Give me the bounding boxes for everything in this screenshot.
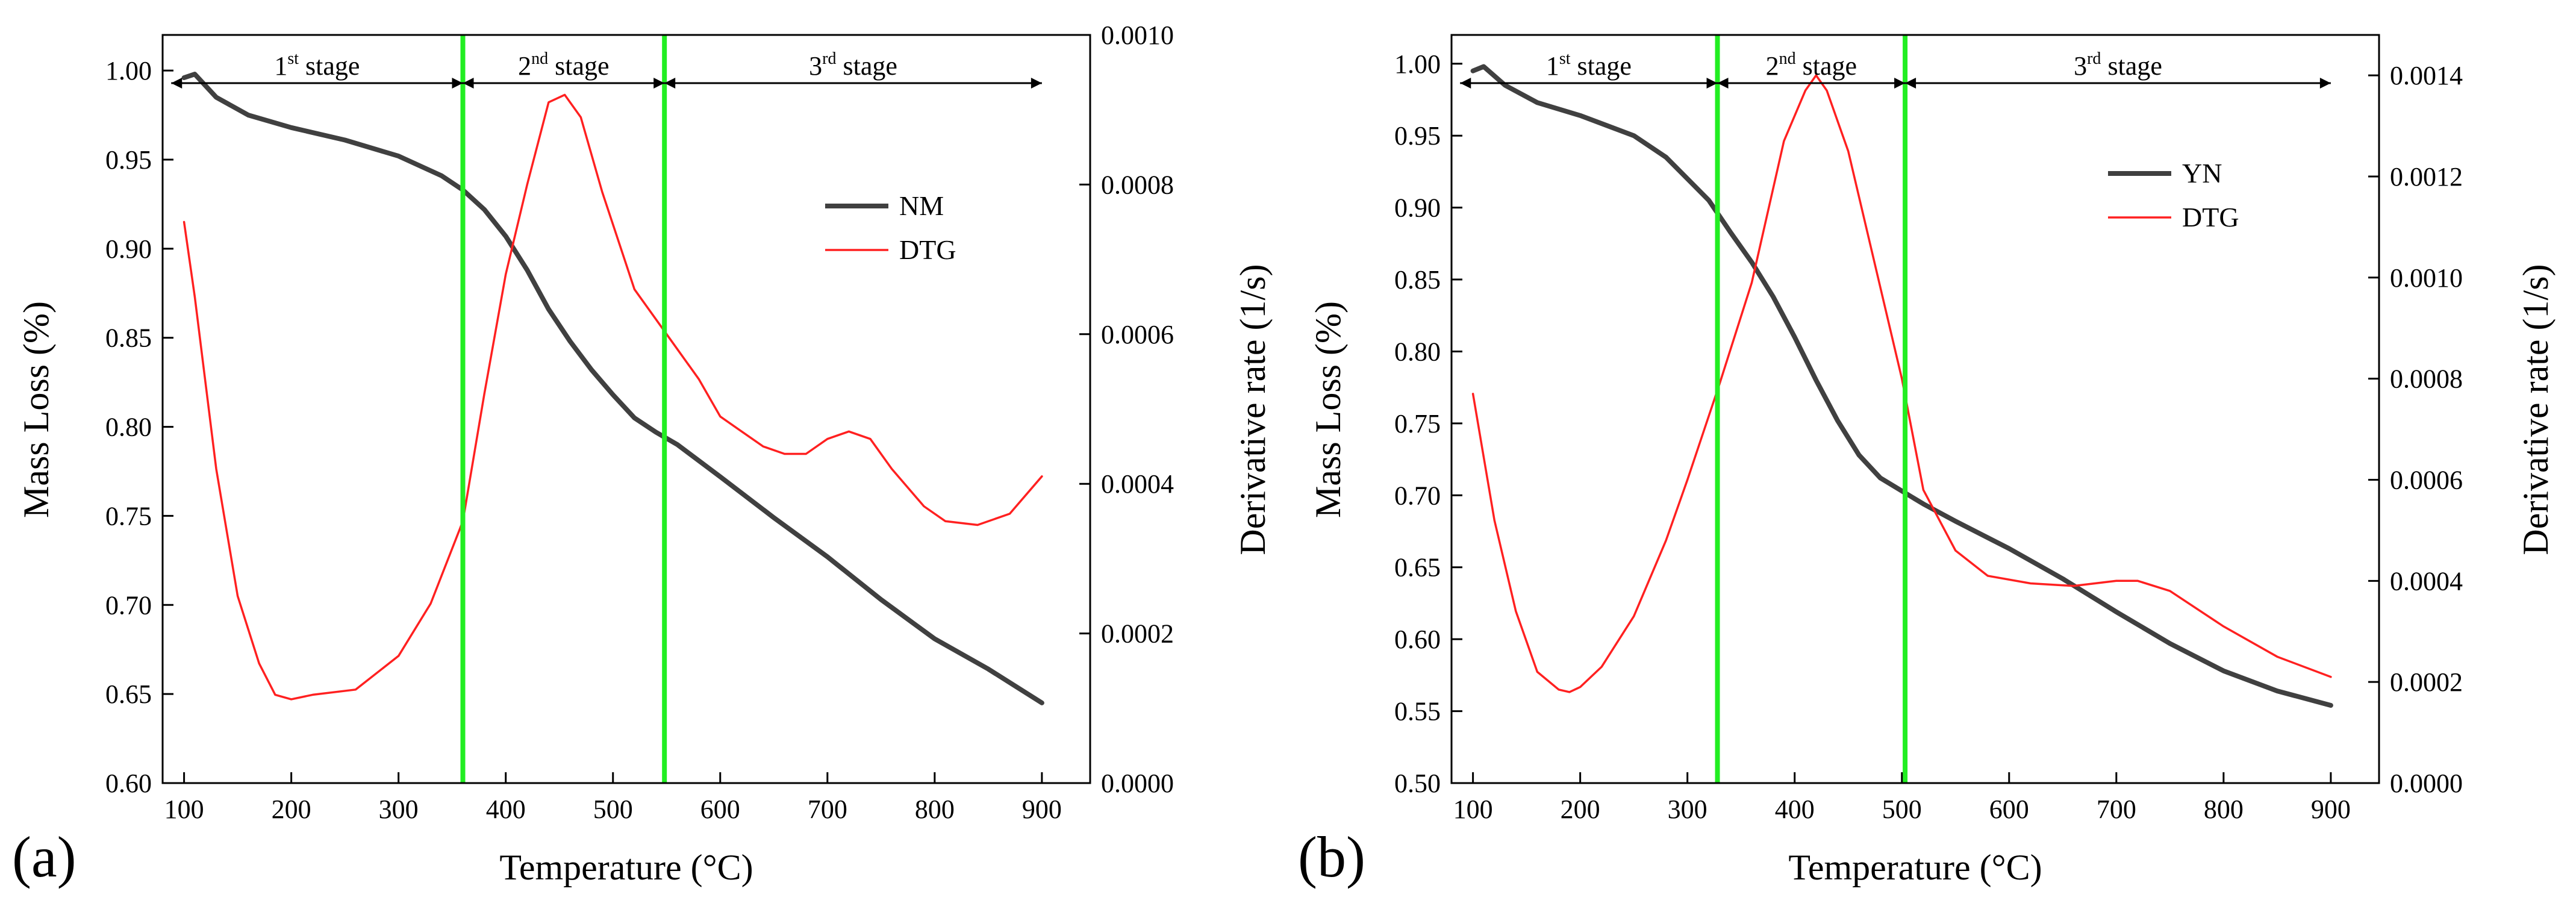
panel-a-right-tick-label: 0.0000 bbox=[1101, 769, 1174, 798]
panel-a-stage-dividers bbox=[460, 35, 667, 783]
panel-b-x-tick-label: 500 bbox=[1882, 795, 1922, 824]
panel-b-x-axis-title: Temperature (°C) bbox=[1788, 848, 2042, 887]
panel-b-series-dtg-line bbox=[1471, 74, 2332, 693]
panel-b-plot-lines bbox=[1470, 64, 2333, 708]
panel-b-right-tick-label: 0.0010 bbox=[2390, 263, 2463, 293]
panel-b-stage-labels: 1st stage 2nd stage 3rd stage bbox=[1546, 49, 2162, 81]
panel-b-right-axis: 0.0000 0.0002 0.0004 0.0006 0.0008 0.0010 0.00… bbox=[2368, 61, 2463, 798]
panel-a-left-tick-label: 0.90 bbox=[105, 234, 152, 264]
panel-b-stage-dividers bbox=[1715, 35, 1908, 783]
panel-b-stage-label-2: 2nd stage bbox=[1766, 49, 1857, 81]
panel-b-x-tick-label: 700 bbox=[2097, 795, 2136, 824]
panel-a-right-tick-label: 0.0004 bbox=[1101, 469, 1174, 499]
panel-b-x-tick-label: 200 bbox=[1561, 795, 1600, 824]
chart-panel-b: 100 200 300 400 500 600 700 800 900 0.50 0.55 0.60… bbox=[1298, 34, 2556, 889]
panel-b-left-axis-title: Mass Loss (%) bbox=[1308, 301, 1348, 518]
panel-b-left-tick-label: 0.70 bbox=[1394, 481, 1441, 510]
panel-b-series-yn-line bbox=[1470, 64, 2333, 708]
panel-a-legend: NM DTG bbox=[825, 190, 956, 265]
panel-a-right-tick-label: 0.0008 bbox=[1101, 170, 1174, 199]
panel-a-x-tick-label: 300 bbox=[379, 795, 419, 824]
panel-b-x-tick-label: 900 bbox=[2311, 795, 2351, 824]
panel-a-plot-frame bbox=[161, 34, 1091, 784]
panel-a-x-tick-label: 100 bbox=[164, 795, 204, 824]
chart-panel-a: 100 200 300 400 500 600 700 800 900 0.60 0.65 0.70… bbox=[12, 20, 1273, 889]
panel-a-series-nm-line bbox=[181, 72, 1044, 705]
panel-a-left-tick-label: 0.95 bbox=[105, 145, 152, 175]
panel-a-x-tick-label: 400 bbox=[486, 795, 526, 824]
panel-b-x-tick-label: 300 bbox=[1668, 795, 1707, 824]
panel-b-legend-label-dtg: DTG bbox=[2182, 202, 2239, 233]
panel-b-legend-label-yn: YN bbox=[2182, 158, 2222, 189]
panel-b-left-tick-label: 0.50 bbox=[1394, 769, 1441, 798]
panel-a-x-axis: 100 200 300 400 500 600 700 800 900 bbox=[164, 772, 1062, 824]
panel-a-left-tick-label: 0.65 bbox=[105, 679, 152, 709]
panel-b-legend: YN DTG bbox=[2108, 158, 2239, 233]
panel-a-right-tick-label: 0.0010 bbox=[1101, 20, 1174, 50]
panel-a-left-tick-label: 0.85 bbox=[105, 323, 152, 353]
panel-b-right-tick-label: 0.0012 bbox=[2390, 162, 2463, 192]
panel-b-stage-label-3: 3rd stage bbox=[2074, 49, 2162, 81]
panel-b-left-tick-label: 0.85 bbox=[1394, 265, 1441, 295]
panel-a-x-tick-label: 700 bbox=[808, 795, 847, 824]
panel-b-left-tick-label: 0.90 bbox=[1394, 193, 1441, 223]
panel-a-x-tick-label: 900 bbox=[1022, 795, 1062, 824]
panel-a-stage-label-3: 3rd stage bbox=[809, 49, 897, 81]
panel-a-x-tick-label: 200 bbox=[272, 795, 311, 824]
panel-a-x-tick-label: 800 bbox=[915, 795, 955, 824]
panel-b-x-tick-label: 400 bbox=[1775, 795, 1815, 824]
panel-b-label: (b) bbox=[1298, 825, 1365, 889]
panel-b-plot-frame bbox=[1450, 34, 2380, 784]
panel-b-left-tick-label: 0.55 bbox=[1394, 697, 1441, 726]
panel-a-left-tick-label: 1.00 bbox=[105, 56, 152, 86]
panel-b-right-tick-label: 0.0008 bbox=[2390, 364, 2463, 394]
panel-a-left-tick-label: 0.70 bbox=[105, 590, 152, 620]
panel-a-series-dtg-line bbox=[182, 93, 1043, 701]
panel-b-x-tick-label: 800 bbox=[2204, 795, 2244, 824]
panel-b-left-tick-label: 0.95 bbox=[1394, 121, 1441, 151]
panel-b-right-tick-label: 0.0002 bbox=[2390, 667, 2463, 697]
panel-a-stage-labels: 1st stage 2nd stage 3rd stage bbox=[274, 49, 897, 81]
panel-b-left-axis: 0.50 0.55 0.60 0.65 0.70 0.75 0.80 0.85 0.90 0.95… bbox=[1394, 49, 1462, 798]
panel-a-right-axis-title: Derivative rate (1/s) bbox=[1233, 264, 1273, 555]
panel-a-left-tick-label: 0.60 bbox=[105, 769, 152, 798]
panel-a-right-tick-label: 0.0006 bbox=[1101, 320, 1174, 349]
panel-b-left-tick-label: 0.60 bbox=[1394, 625, 1441, 654]
panel-a-x-tick-label: 600 bbox=[700, 795, 740, 824]
panel-a-plot-lines bbox=[181, 72, 1044, 705]
panel-b-x-axis: 100 200 300 400 500 600 700 800 900 bbox=[1453, 772, 2351, 824]
panel-a-stage-label-1: 1st stage bbox=[274, 49, 360, 81]
panel-a-label: (a) bbox=[12, 825, 76, 889]
panel-b-left-tick-label: 0.75 bbox=[1394, 409, 1441, 439]
panel-b-right-axis-title: Derivative rate (1/s) bbox=[2516, 264, 2556, 555]
panel-b-stage-label-1: 1st stage bbox=[1546, 49, 1632, 81]
panel-b-left-tick-label: 0.80 bbox=[1394, 337, 1441, 366]
panel-b-x-tick-label: 100 bbox=[1453, 795, 1493, 824]
panel-a-left-axis: 0.60 0.65 0.70 0.75 0.80 0.85 0.90 0.95 1.00 bbox=[105, 56, 173, 798]
panel-b-left-tick-label: 0.65 bbox=[1394, 553, 1441, 582]
panel-b-left-tick-label: 1.00 bbox=[1394, 49, 1441, 79]
panel-a-left-axis-title: Mass Loss (%) bbox=[16, 301, 56, 518]
panel-b-right-tick-label: 0.0014 bbox=[2390, 61, 2463, 90]
panel-a-right-axis: 0.0000 0.0002 0.0004 0.0006 0.0008 0.0010 bbox=[1079, 20, 1174, 798]
panel-a-x-axis-title: Temperature (°C) bbox=[499, 848, 753, 887]
panel-b-right-tick-label: 0.0006 bbox=[2390, 465, 2463, 495]
panel-a-right-tick-label: 0.0002 bbox=[1101, 619, 1174, 649]
panel-a-legend-label-dtg: DTG bbox=[899, 234, 956, 265]
panel-a-stage-label-2: 2nd stage bbox=[518, 49, 609, 81]
panel-a-x-tick-label: 500 bbox=[593, 795, 633, 824]
panel-b-right-tick-label: 0.0000 bbox=[2390, 769, 2463, 798]
panel-a-legend-label-nm: NM bbox=[899, 190, 944, 221]
panel-b-right-tick-label: 0.0004 bbox=[2390, 566, 2463, 596]
panel-a-left-tick-label: 0.80 bbox=[105, 413, 152, 442]
panel-a-left-tick-label: 0.75 bbox=[105, 501, 152, 531]
panel-b-x-tick-label: 600 bbox=[1989, 795, 2029, 824]
